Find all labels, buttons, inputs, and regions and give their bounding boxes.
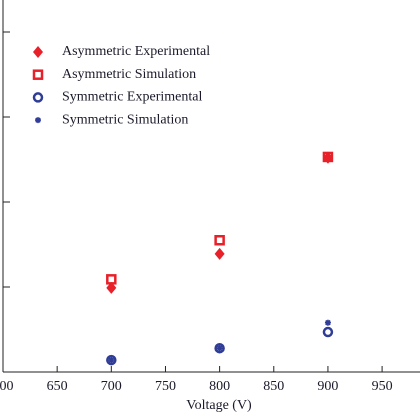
data-point	[214, 342, 225, 354]
x-tick-label: 950	[372, 379, 393, 394]
legend-label: Symmetric Experimental	[62, 90, 202, 105]
data-point	[214, 235, 225, 246]
data-point	[322, 326, 334, 338]
x-tick-label: 850	[263, 379, 284, 394]
legend-marker	[35, 117, 41, 124]
legend-label: Symmetric Simulation	[62, 112, 188, 127]
x-tick-label: 700	[101, 379, 122, 394]
legend-marker	[32, 92, 44, 103]
x-tick-label: 800	[209, 379, 230, 394]
x-axis-label: Voltage (V)	[186, 398, 252, 413]
data-point	[216, 345, 223, 352]
data-point	[106, 281, 117, 294]
data-point	[106, 354, 117, 366]
data-point	[214, 247, 225, 260]
legend-marker	[33, 46, 43, 58]
data-point	[106, 274, 117, 285]
legend-label: Asymmetric Simulation	[62, 67, 196, 82]
legend-label: Asymmetric Experimental	[62, 44, 210, 59]
data-point	[322, 151, 334, 163]
x-tick-label: 900	[317, 379, 338, 394]
legend-marker	[32, 69, 44, 80]
x-tick-label: 650	[47, 379, 68, 394]
x-tick-label: 600	[0, 379, 14, 394]
x-tick-label: 750	[155, 379, 176, 394]
data-point	[108, 357, 115, 364]
data-point	[324, 319, 331, 326]
